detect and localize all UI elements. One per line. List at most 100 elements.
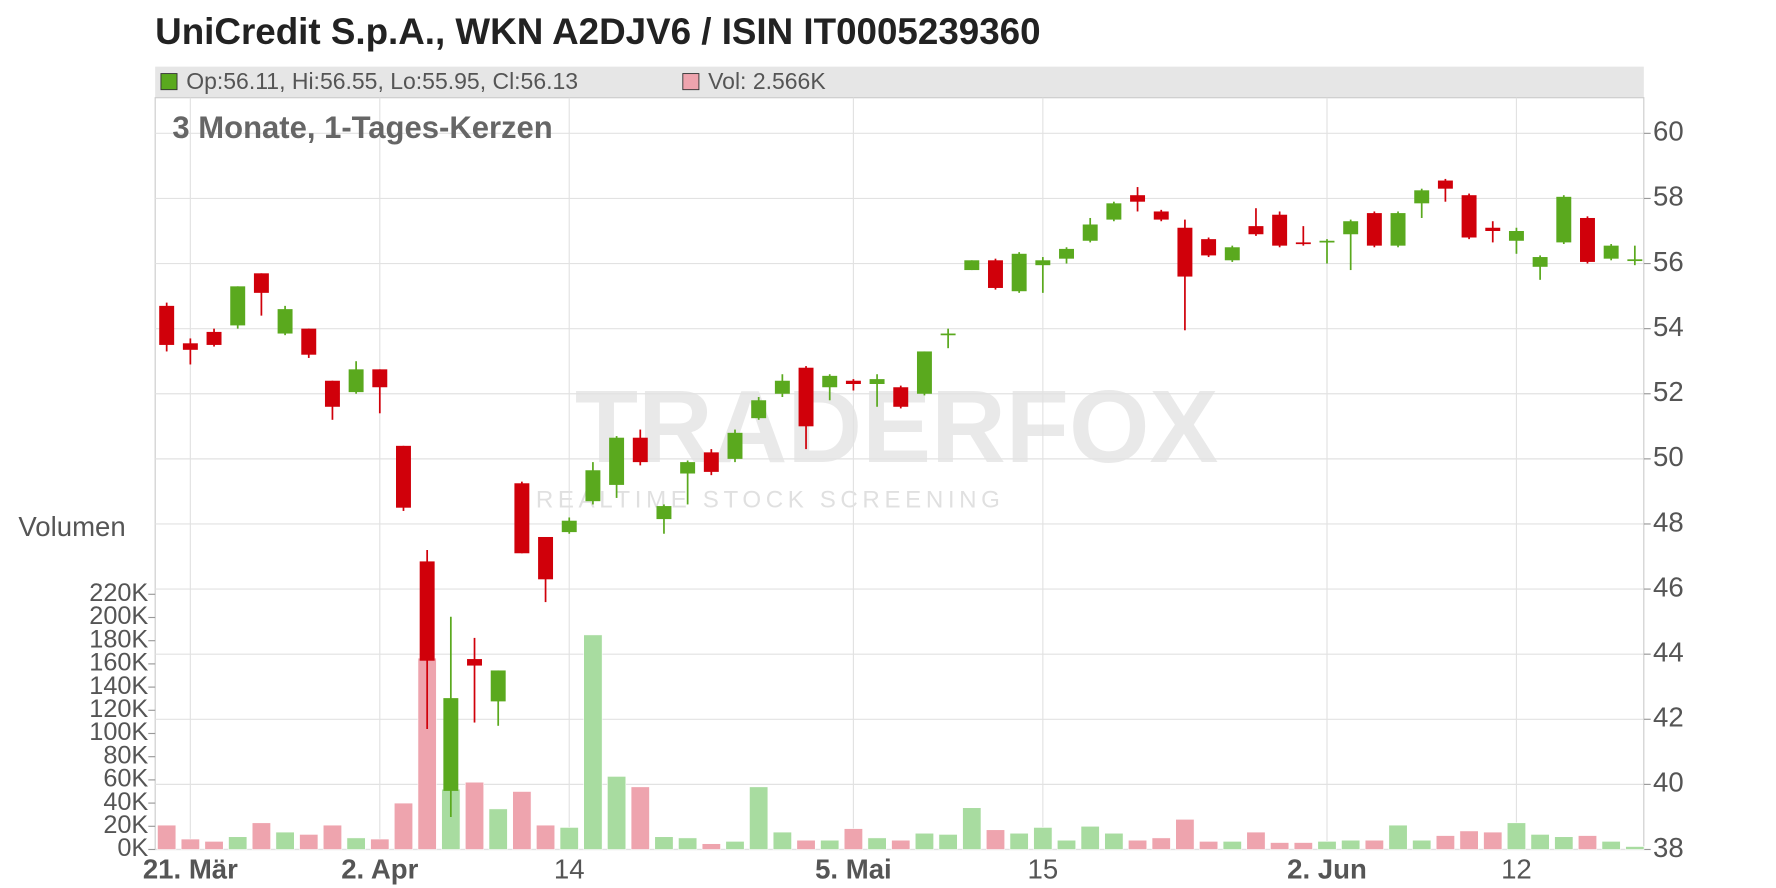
- candle-body: [348, 369, 364, 393]
- y2-tick-label: 60K: [103, 765, 148, 793]
- volume-bar: [1175, 819, 1195, 850]
- legend-swatch-volume: [682, 73, 700, 91]
- candle-body: [1437, 180, 1453, 189]
- candle-body: [1508, 231, 1524, 241]
- volume-bar: [654, 836, 674, 850]
- volume-bar: [1483, 831, 1503, 850]
- volume-bar: [1554, 836, 1574, 850]
- candle-body: [301, 328, 317, 355]
- candle-body: [1059, 248, 1074, 259]
- volume-bar: [1057, 839, 1077, 850]
- x-tick-label: 2. Apr: [341, 854, 418, 885]
- y2-tick-label: 140K: [89, 672, 148, 700]
- volume-bar: [796, 839, 816, 850]
- candle-body: [585, 470, 601, 502]
- volume-bar: [512, 791, 532, 850]
- candle-body: [514, 483, 530, 554]
- candle-body: [893, 387, 909, 407]
- candle-body: [467, 659, 482, 666]
- legend-volume: Vol: 2.566K: [708, 68, 826, 94]
- y-tick-label: 52: [1653, 376, 1684, 407]
- candle-body: [1153, 211, 1169, 220]
- candle-body: [1603, 245, 1619, 259]
- y2-tick-label: 0K: [117, 834, 148, 862]
- volume-bar: [465, 781, 485, 850]
- x-tick-label: 21. Mär: [143, 854, 238, 885]
- candle-body: [419, 561, 435, 661]
- candle-body: [1177, 227, 1193, 277]
- volume-bar: [962, 807, 982, 850]
- y2-tick-label: 100K: [89, 718, 148, 746]
- candle-body: [1035, 260, 1051, 266]
- volume-bar: [985, 829, 1005, 850]
- volume-bar: [1128, 839, 1148, 850]
- volume-bar: [251, 822, 271, 850]
- candle-body: [1343, 221, 1359, 235]
- candle-body: [182, 343, 198, 350]
- candle-body: [443, 698, 459, 791]
- candle-body: [324, 380, 340, 407]
- y-tick-label: 50: [1653, 441, 1684, 472]
- y-tick-label: 58: [1653, 181, 1684, 212]
- volume-bar: [1151, 837, 1171, 850]
- volume-bar: [1104, 832, 1124, 850]
- candle-body: [845, 380, 861, 384]
- candle-body: [538, 536, 554, 580]
- volume-bar: [701, 843, 721, 850]
- candle-body: [1461, 195, 1477, 238]
- candle-body: [490, 670, 506, 702]
- volume-bar: [346, 837, 366, 850]
- candle-body: [869, 379, 885, 384]
- candle-body: [822, 375, 838, 388]
- volume-bar: [1388, 824, 1408, 850]
- candle-body: [1532, 257, 1548, 267]
- y2-tick-label: 220K: [89, 579, 148, 607]
- volume-bar: [228, 836, 248, 850]
- x-tick-label: 5. Mai: [815, 854, 892, 885]
- y-tick-label: 40: [1653, 767, 1684, 798]
- y2-tick-label: 160K: [89, 649, 148, 677]
- volume-bar: [180, 838, 200, 850]
- volume-bar: [1080, 826, 1100, 850]
- x-tick-label: 2. Jun: [1287, 854, 1367, 885]
- y-tick-label: 44: [1653, 636, 1684, 667]
- candle-body: [253, 273, 269, 293]
- candle-body: [656, 506, 672, 520]
- volume-bar: [867, 837, 887, 850]
- volume-bar: [1199, 841, 1219, 850]
- y-tick-label: 46: [1653, 571, 1684, 602]
- y2-tick-label: 200K: [89, 602, 148, 630]
- volume-bar: [275, 831, 295, 850]
- y-tick-label: 48: [1653, 506, 1684, 537]
- candle-body: [230, 286, 246, 326]
- x-tick-label: 14: [554, 854, 585, 885]
- volume-bar: [299, 834, 319, 850]
- candle-body: [1130, 195, 1146, 202]
- volume-bar: [914, 832, 934, 850]
- candle-body: [1248, 226, 1264, 235]
- legend-ohlc: Op:56.11, Hi:56.55, Lo:55.95, Cl:56.13: [186, 68, 578, 94]
- volume-bar: [1506, 822, 1526, 850]
- candle-body: [1319, 240, 1335, 243]
- candle-body: [1201, 239, 1217, 256]
- watermark-tagline: REALTIME STOCK SCREENING: [536, 487, 1005, 514]
- volume-axis-label: Volumen: [18, 511, 125, 542]
- candle-body: [632, 437, 648, 463]
- volume-bar: [1530, 834, 1550, 850]
- y-tick-label: 54: [1653, 311, 1684, 342]
- y-tick-label: 60: [1653, 116, 1684, 147]
- legend-band: [155, 66, 1644, 98]
- volume-bar: [370, 838, 390, 850]
- volume-bar: [1293, 842, 1313, 850]
- y-tick-label: 42: [1653, 702, 1684, 733]
- volume-bar: [820, 839, 840, 850]
- x-tick-label: 15: [1027, 854, 1058, 885]
- watermark-brand: TRADERFOX: [575, 368, 1219, 484]
- candle-body: [727, 432, 743, 459]
- volume-bar: [204, 841, 224, 850]
- volume-bar: [938, 834, 958, 850]
- legend-swatch-ohlc: [160, 73, 178, 91]
- candle-body: [1414, 190, 1430, 204]
- candle-body: [1011, 253, 1027, 292]
